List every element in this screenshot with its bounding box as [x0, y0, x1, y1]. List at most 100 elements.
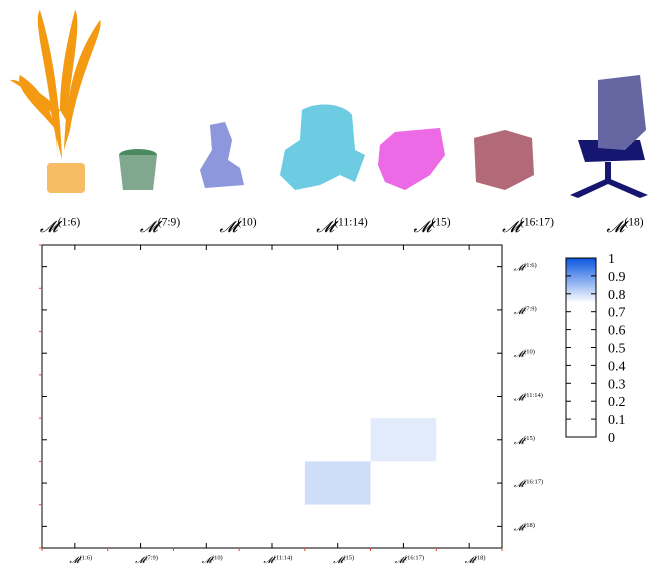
heatmap-cell [305, 461, 371, 504]
heatmap-cell [436, 245, 502, 288]
heatmap-cell [108, 245, 174, 288]
heatmap-cell [371, 461, 437, 504]
heatmap-cell [173, 461, 239, 504]
label-index: (11:14) [274, 554, 293, 561]
heatmap-cell [173, 505, 239, 548]
heatmap-cell [436, 505, 502, 548]
x-tick-label: 𝓜(10) [202, 554, 223, 565]
colorbar-tick-label: 0.3 [608, 377, 626, 392]
heatmap-cell [42, 505, 108, 548]
heatmap-cell [108, 332, 174, 375]
y-tick-label: 𝓜(15) [514, 435, 535, 446]
colorbar-tick-label: 0.2 [608, 395, 626, 410]
figure-cloud [200, 122, 244, 188]
heatmap-cell [108, 375, 174, 418]
label-index: (1:6) [80, 554, 93, 561]
heatmap-cell [108, 418, 174, 461]
heatmap-cell [42, 288, 108, 331]
cloud-label: 𝓜(10) [219, 217, 256, 236]
colorbar-tick-label: 1 [608, 252, 615, 267]
y-tick-label: 𝓜(7:9) [514, 305, 537, 316]
heatmap-cell [108, 288, 174, 331]
heatmap-cell [436, 418, 502, 461]
colorbar-tick-label: 0.8 [608, 288, 626, 303]
heatmap-cell [305, 505, 371, 548]
label-index: (15) [343, 554, 354, 561]
heatmap-cell [305, 245, 371, 288]
heatmap-cell [371, 418, 437, 461]
heatmap-cell [371, 288, 437, 331]
heatmap-cell [436, 288, 502, 331]
x-tick-label: 𝓜(15) [333, 554, 354, 565]
y-tick-label: 𝓜(11:14) [514, 392, 543, 403]
cloud-label: 𝓜(18) [606, 217, 643, 236]
label-index: (16:17) [405, 554, 424, 561]
heatmap-cell [239, 505, 305, 548]
heatmap-cell [371, 332, 437, 375]
heatmap-cell [42, 418, 108, 461]
heatmap-cell [239, 245, 305, 288]
label-index: (15) [431, 217, 450, 229]
label-index: (1:6) [524, 262, 537, 269]
colorbar-tick-label: 0.5 [608, 342, 626, 357]
sofa-cloud [378, 128, 445, 190]
label-index: (10) [212, 554, 223, 561]
cloud-label: 𝓜(15) [413, 217, 450, 236]
heatmap-cell [436, 332, 502, 375]
label-index: (16:17) [524, 478, 543, 485]
heatmap-cell [42, 375, 108, 418]
label-index: (10) [524, 349, 535, 356]
heatmap-cell [305, 332, 371, 375]
colorbar-tick-label: 0 [608, 431, 615, 446]
heatmap-cell [371, 375, 437, 418]
x-tick-label: 𝓜(1:6) [70, 554, 93, 565]
colorbar-tick-label: 0.9 [608, 270, 626, 285]
heatmap-cell [239, 288, 305, 331]
heatmap-cell [239, 418, 305, 461]
heatmap-cell [108, 505, 174, 548]
heatmap-cell [305, 288, 371, 331]
x-tick-label: 𝓜(11:14) [264, 554, 293, 565]
colorbar-tick-label: 0.6 [608, 324, 626, 339]
label-index: (7:9) [524, 305, 537, 312]
heatmap-cell [173, 288, 239, 331]
bucket-cloud [119, 149, 157, 190]
y-tick-label: 𝓜(18) [514, 522, 535, 533]
y-tick-label: 𝓜(1:6) [514, 262, 537, 273]
x-tick-label: 𝓜(18) [465, 554, 486, 565]
y-tick-label: 𝓜(10) [514, 349, 535, 360]
heatmap-cell [239, 332, 305, 375]
label-index: (7:9) [158, 217, 181, 229]
office-chair-cloud [570, 75, 648, 198]
cloud-label: 𝓜(7:9) [140, 217, 180, 236]
heatmap-cell [108, 461, 174, 504]
colorbar-tick-label: 0.4 [608, 359, 626, 374]
label-index: (18) [624, 217, 643, 229]
heatmap-cell [436, 461, 502, 504]
label-index: (15) [524, 435, 535, 442]
label-index: (10) [237, 217, 256, 229]
cloud-label: 𝓜(11:14) [316, 217, 368, 236]
colorbar-tick-label: 0.1 [608, 413, 626, 428]
armchair-cloud [280, 105, 365, 190]
heatmap-cell [173, 245, 239, 288]
colorbar-tick-label: 0.7 [608, 306, 626, 321]
label-index: (11:14) [334, 217, 368, 229]
label-index: (18) [475, 554, 486, 561]
label-index: (11:14) [524, 392, 543, 399]
x-tick-label: 𝓜(7:9) [135, 554, 158, 565]
heatmap-cell [371, 505, 437, 548]
label-index: (1:6) [58, 217, 81, 229]
label-index: (18) [524, 522, 535, 529]
heatmap-cell [42, 461, 108, 504]
label-index: (7:9) [145, 554, 158, 561]
heatmap-cell [436, 375, 502, 418]
heatmap-cell [239, 375, 305, 418]
heatmap-cell [42, 245, 108, 288]
heatmap-cell [239, 461, 305, 504]
cloud-label: 𝓜(1:6) [40, 217, 80, 236]
label-index: (16:17) [520, 217, 554, 229]
plant-cloud [10, 10, 101, 193]
heatmap-cell [173, 375, 239, 418]
heatmap-cell [173, 332, 239, 375]
